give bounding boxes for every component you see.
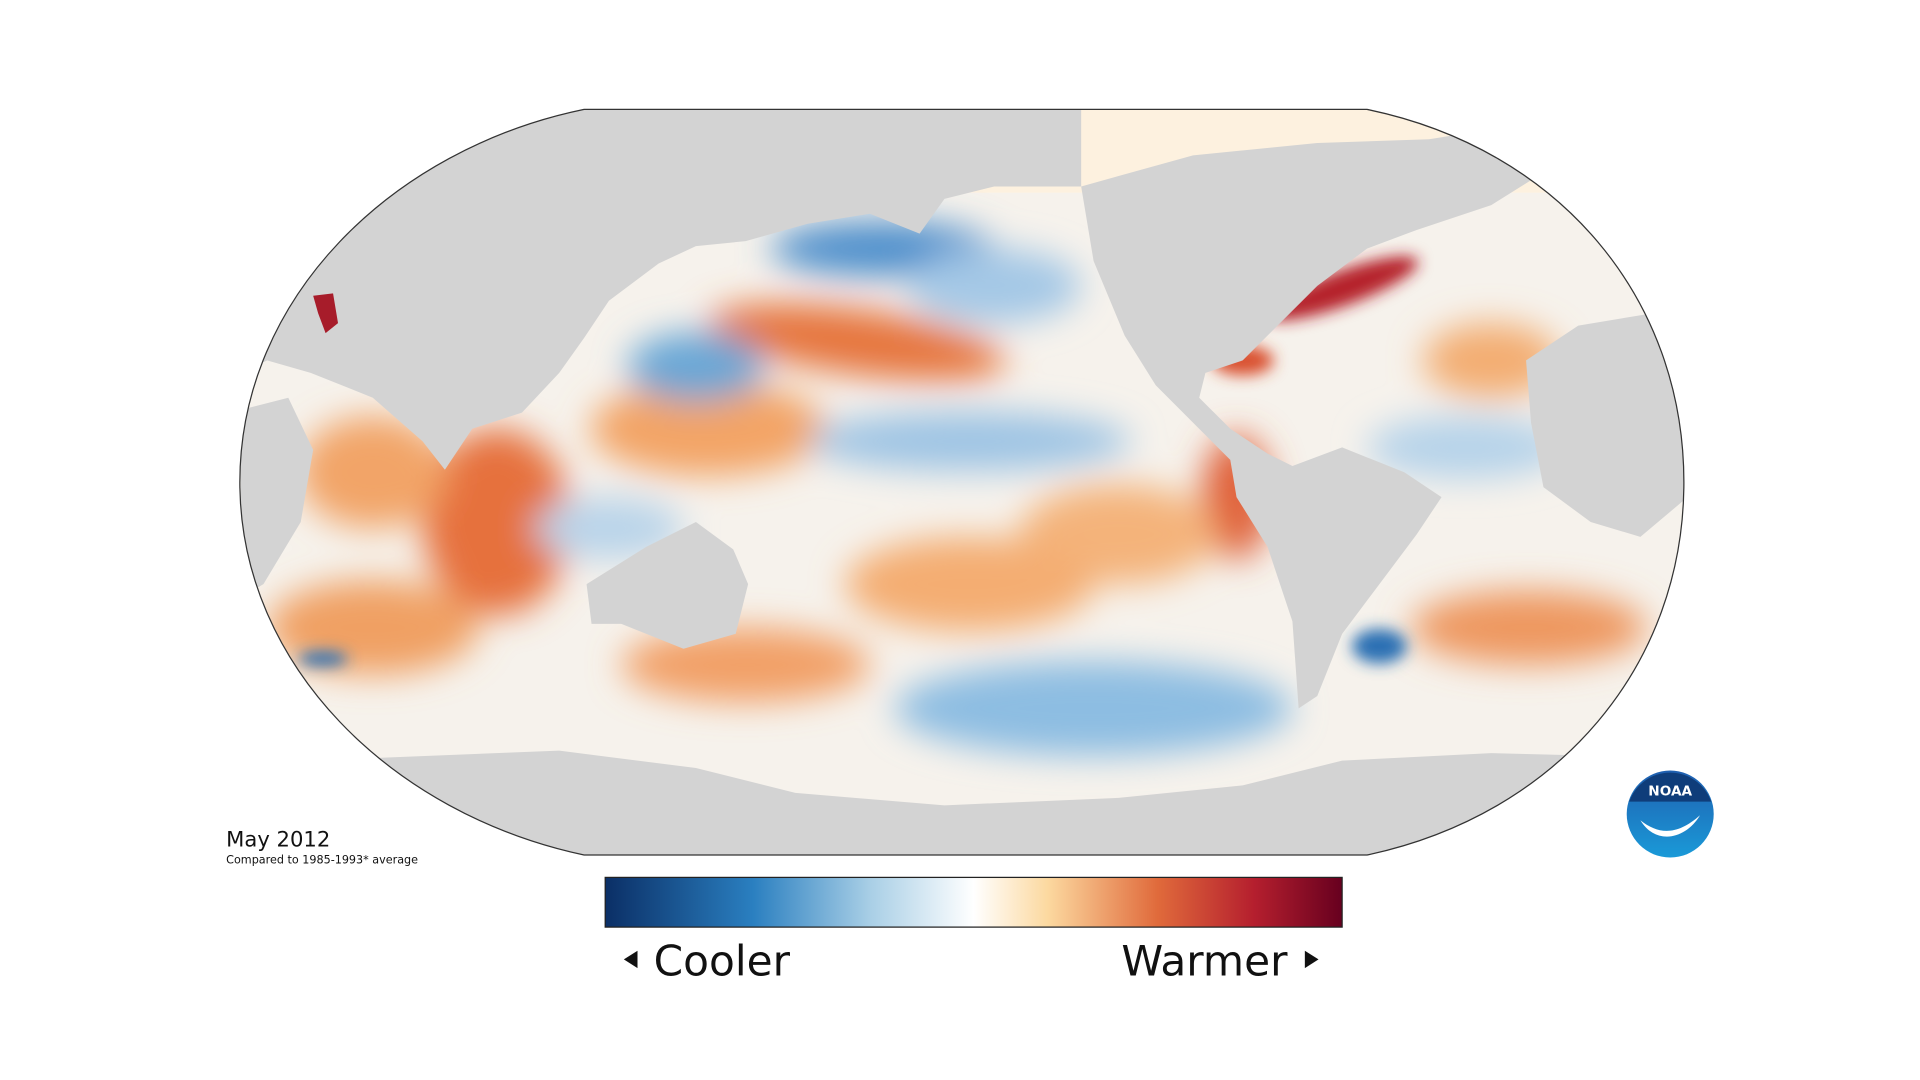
logo-top [1629, 772, 1712, 802]
anomaly [422, 428, 572, 616]
anomaly [894, 661, 1293, 756]
low-label: Cooler [654, 937, 791, 986]
strong-anomalies [298, 256, 1419, 667]
logo-text: NOAA [1648, 783, 1692, 799]
color-scale [604, 876, 1343, 928]
caspian-sea [313, 293, 339, 334]
eurasia [239, 109, 1082, 470]
americas [1081, 139, 1541, 709]
map-area [239, 109, 1684, 856]
anomaly-field [267, 221, 1647, 756]
land [239, 109, 1684, 856]
anomaly [590, 381, 827, 476]
anomaly [534, 497, 684, 560]
map-outline [239, 108, 1685, 856]
anomaly [907, 248, 1082, 324]
right-arrow [1304, 950, 1319, 969]
anomaly [1366, 416, 1566, 479]
anomaly [627, 331, 765, 402]
anomaly [1265, 256, 1419, 321]
antarctica [239, 750, 1684, 856]
africa-west [1526, 313, 1684, 537]
anomaly [1422, 323, 1560, 398]
anomaly [1352, 628, 1407, 664]
anomaly [298, 651, 348, 667]
anomaly [807, 411, 1131, 472]
australia [586, 521, 749, 649]
anomaly [709, 303, 1006, 380]
anomaly [298, 416, 448, 529]
noaa-logo: NOAA [1626, 770, 1714, 858]
subtitle: Compared to 1985-1993* average [226, 854, 418, 867]
logo-gull [1640, 815, 1701, 837]
africa-east [239, 397, 314, 597]
anomaly [845, 536, 1094, 632]
anomaly [1410, 590, 1647, 665]
high-label: Warmer [1121, 937, 1288, 986]
anomaly [267, 580, 479, 675]
date-label: May 2012 [226, 826, 330, 851]
left-arrow [623, 950, 638, 969]
